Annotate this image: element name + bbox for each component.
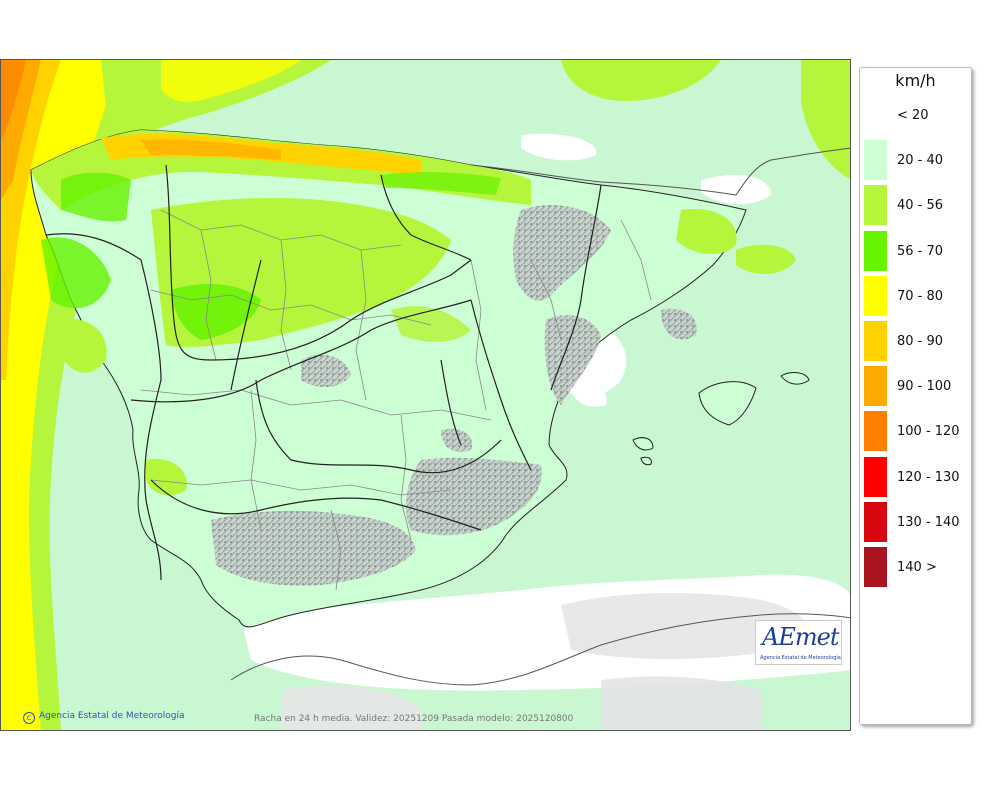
legend-swatch [864,275,887,316]
legend-item: 90 - 100 [864,366,969,408]
legend-item: 80 - 90 [864,321,969,363]
legend-item: < 20 [864,95,969,137]
agency-credit-text: Agencia Estatal de Meteorología [39,711,185,721]
legend-item: 56 - 70 [864,230,969,273]
legend-label: 40 - 56 [897,198,944,214]
legend-label: 70 - 80 [897,288,944,304]
legend-label: 90 - 100 [897,379,952,395]
legend-label: 120 - 130 [897,469,960,485]
legend-swatch [864,185,887,226]
aemet-logo-subtext: Agencia Estatal de Meteorología [760,655,841,661]
region-borders [130,164,602,531]
legend-item: 120 - 130 [864,456,969,499]
wind-gust-map: c Agencia Estatal de Meteorología Racha e… [0,59,851,731]
legend-swatch [864,230,887,271]
legend-item: 130 - 140 [864,501,969,544]
province-borders [140,209,652,591]
grey-zones [281,593,809,730]
legend-swatch [864,547,887,587]
balearic-islands [632,372,810,466]
copyright-icon: c [23,712,35,724]
relief-areas [211,205,697,586]
wind-legend: km/h < 20 20 - 40 40 - 56 56 - 70 70 - 80 80 … [859,67,972,725]
validity-caption: Racha en 24 h media. Validez: 20251209 P… [254,714,574,724]
legend-title: km/h [895,71,936,90]
africa-coast [230,613,850,686]
legend-swatch [864,411,887,452]
legend-swatch [864,140,887,181]
portugal-border [45,233,162,581]
legend-item: 140 > [864,547,969,589]
aemet-logo-text: AEmet [762,623,839,651]
legend-item: 20 - 40 [864,140,969,182]
agency-credit: c Agencia Estatal de Meteorología [23,711,185,724]
legend-label: 130 - 140 [897,514,960,530]
legend-swatch [864,456,887,497]
interior-wind-bands [41,198,737,496]
legend-swatch [864,95,887,135]
legend-swatch [864,366,887,407]
map-canvas [1,60,850,730]
aemet-logo: AEmet Agencia Estatal de Meteorología [755,620,842,665]
legend-label: < 20 [897,108,929,123]
legend-label: 100 - 120 [897,424,960,440]
legend-label: 56 - 70 [897,243,944,259]
legend-label: 80 - 90 [897,334,944,349]
legend-label: 140 > [897,560,937,575]
north-coast-winds [31,130,531,222]
legend-swatch [864,501,887,542]
legend-label: 20 - 40 [897,153,944,169]
legend-item: 70 - 80 [864,275,969,318]
legend-swatch [864,321,887,361]
legend-item: 40 - 56 [864,185,969,227]
france-coast [470,147,850,196]
legend-item: 100 - 120 [864,411,969,453]
